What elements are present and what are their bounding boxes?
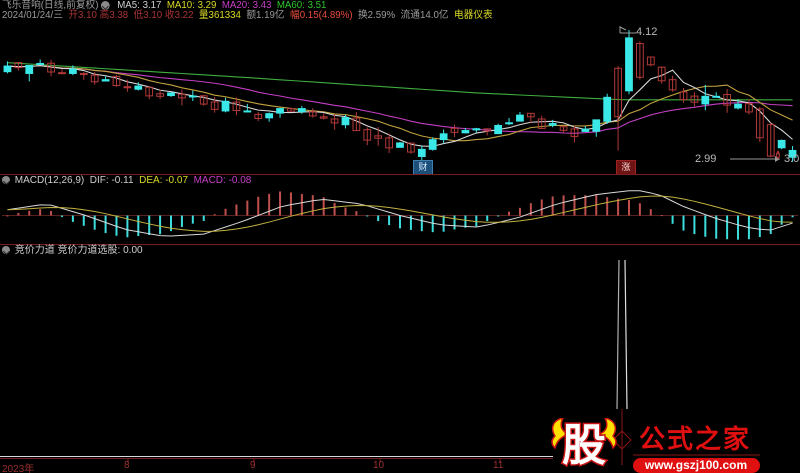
svg-text:股: 股	[562, 421, 606, 470]
svg-text:www.gszj100.com: www.gszj100.com	[644, 458, 747, 472]
svg-text:公式之家: 公式之家	[639, 424, 751, 454]
